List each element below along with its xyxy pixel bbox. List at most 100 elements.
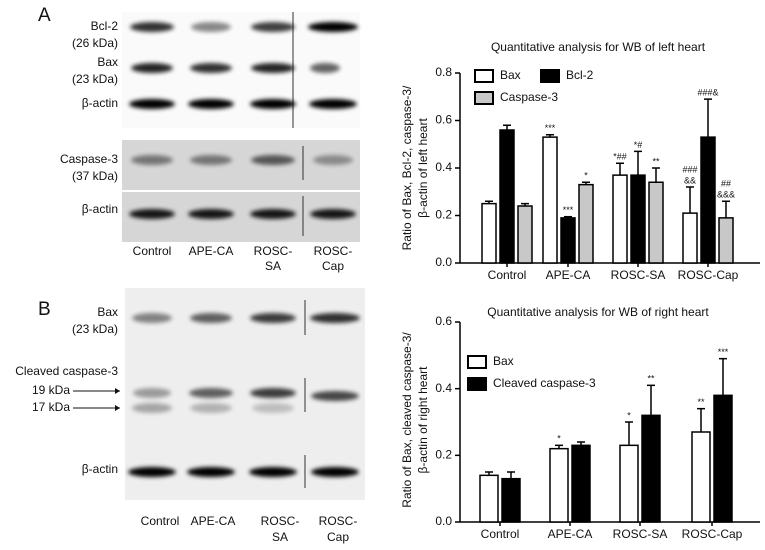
lane-label: APE-CA	[191, 514, 236, 528]
bar	[691, 431, 711, 523]
lane-label: Control	[133, 244, 172, 258]
blot-band	[313, 155, 353, 165]
y-tick-label: 0.4	[435, 160, 452, 174]
blot-band	[187, 467, 235, 477]
blot-band	[188, 209, 234, 219]
blot-band	[190, 313, 232, 323]
significance-label: ***	[718, 347, 729, 357]
bar	[481, 202, 497, 264]
y-tick-label: 0.0	[435, 514, 452, 528]
row-label: β-actin	[82, 462, 118, 476]
row-label: β-actin	[82, 202, 118, 216]
marker-label: 19 kDa	[32, 383, 70, 397]
lane-label: ROSC-	[254, 244, 293, 258]
significance-label: **	[647, 374, 655, 384]
significance-label: **	[697, 397, 705, 407]
significance-label: ***	[563, 205, 574, 215]
significance-label: ###&	[697, 88, 718, 98]
lane-label: Cap	[322, 259, 344, 273]
bar	[641, 414, 661, 523]
blot-band	[128, 467, 176, 477]
legend-swatch	[540, 69, 560, 83]
row-label: Bax	[97, 55, 118, 69]
lane-label: Cap	[327, 530, 349, 544]
row-label: Bax	[97, 305, 118, 319]
blot-band	[310, 209, 356, 219]
significance-label: *##	[613, 152, 627, 162]
marker-arrow	[115, 388, 120, 394]
blot-band	[250, 388, 296, 398]
blot-band	[132, 403, 172, 413]
y-axis-label: Ratio of Bax, Bcl-2, caspase-3/	[400, 85, 414, 250]
x-tick-label: ROSC-Cap	[678, 268, 739, 282]
legend-label: Bax	[493, 354, 514, 368]
legend-swatch	[467, 377, 487, 391]
x-tick-label: APE-CA	[548, 527, 593, 541]
blot-band	[251, 63, 295, 73]
blot-band	[250, 313, 296, 323]
blot-band	[190, 63, 232, 73]
y-axis-label: Ratio of Bax, cleaved caspase-3/	[400, 332, 414, 508]
significance-label: ***	[545, 123, 556, 133]
bar	[648, 181, 664, 264]
legend-label: Bax	[500, 68, 521, 82]
chart-title: Quantitative analysis for WB of left hea…	[491, 40, 706, 54]
blot-band	[250, 99, 296, 109]
bar	[619, 444, 639, 523]
lane-label: Control	[141, 514, 180, 528]
blot-band	[131, 155, 173, 165]
blot-band	[251, 22, 295, 32]
y-tick-label: 0.8	[435, 65, 452, 79]
bar	[479, 474, 499, 523]
legend-swatch	[474, 69, 494, 83]
bar	[612, 174, 628, 264]
blot-band	[249, 467, 297, 477]
bar	[549, 447, 569, 523]
row-label: β-actin	[82, 96, 118, 110]
x-tick-label: APE-CA	[546, 268, 591, 282]
significance-label: **	[652, 156, 660, 166]
blot-band	[309, 99, 357, 109]
x-tick-label: Control	[488, 268, 527, 282]
blot-band	[190, 155, 232, 165]
significance-label: *	[557, 434, 561, 444]
marker-arrow	[115, 405, 120, 411]
significance-label: &&	[684, 175, 696, 185]
bar	[560, 217, 576, 264]
y-axis-label: β-actin of left heart	[416, 118, 430, 218]
blot-band	[310, 63, 340, 73]
row-label: Caspase-3	[60, 152, 118, 166]
legend-swatch	[467, 355, 487, 369]
row-label: (26 kDa)	[72, 36, 118, 50]
bar	[713, 394, 733, 523]
blot-band	[132, 313, 172, 323]
blot-band	[129, 209, 175, 219]
x-tick-label: ROSC-SA	[611, 268, 666, 282]
row-label: (37 kDa)	[72, 169, 118, 183]
lane-label: ROSC-	[319, 514, 358, 528]
y-tick-label: 0.2	[435, 448, 452, 462]
bar	[630, 174, 646, 264]
lane-label: ROSC-	[261, 514, 300, 528]
significance-label: *	[584, 171, 588, 181]
lane-label: SA	[265, 259, 281, 273]
bar	[499, 129, 515, 264]
lane-label: SA	[272, 530, 288, 544]
blot-band	[252, 403, 294, 413]
x-tick-label: ROSC-Cap	[682, 527, 743, 541]
bar	[571, 444, 591, 523]
blot-band	[250, 209, 296, 219]
chart-title: Quantitative analysis for WB of right he…	[487, 305, 709, 319]
blot-band	[311, 467, 359, 477]
significance-label: *#	[634, 140, 643, 150]
blot-band	[131, 63, 173, 73]
bar	[682, 212, 698, 264]
panel-label: B	[38, 299, 51, 320]
significance-label: *	[627, 410, 631, 420]
y-axis-label: β-actin of right heart	[416, 366, 430, 474]
row-label: Cleaved caspase-3	[15, 364, 118, 378]
blot-membrane	[122, 140, 360, 190]
y-tick-label: 0.6	[435, 113, 452, 127]
y-tick-label: 0.2	[435, 208, 452, 222]
lane-label: APE-CA	[189, 244, 234, 258]
